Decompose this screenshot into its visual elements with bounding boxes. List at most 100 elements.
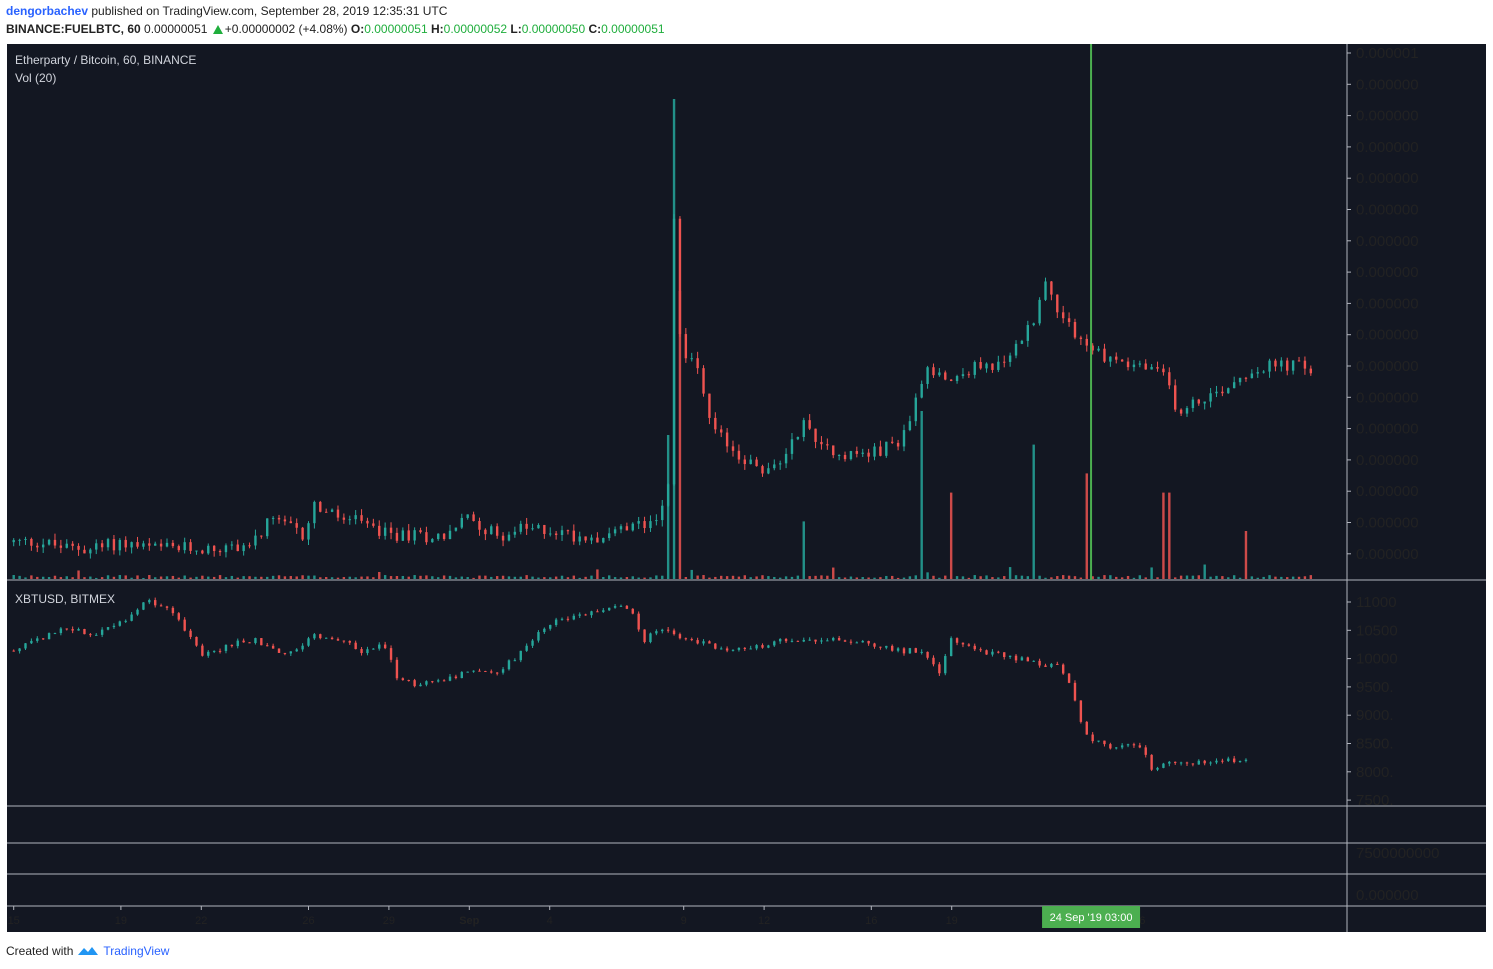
volume-bar-219 <box>1303 576 1307 579</box>
candle-body-21 <box>136 609 139 615</box>
volume-bar-156 <box>932 575 935 579</box>
candle-body-175 <box>1044 665 1047 667</box>
volume-bar-1 <box>18 575 21 579</box>
candle-body-10 <box>71 629 74 631</box>
volume-bar-107 <box>643 577 646 579</box>
candle-body-11 <box>77 629 80 631</box>
candle-body-69 <box>419 684 422 687</box>
volume-bar-76 <box>460 576 463 579</box>
volume-bar-25 <box>159 576 163 579</box>
candle-body-8 <box>59 545 63 548</box>
volume-bar-17 <box>112 576 116 579</box>
volume-bar-95 <box>572 575 576 579</box>
candle-body-1 <box>18 648 21 652</box>
volume-bar-220 <box>1309 575 1313 579</box>
candle-body-138 <box>826 640 829 642</box>
volume-bar-144 <box>861 577 864 579</box>
candle-body-35 <box>218 550 222 553</box>
candle-body-179 <box>1067 318 1071 323</box>
candle-body-30 <box>189 630 192 637</box>
volume-bar-162 <box>967 577 971 579</box>
candle-body-179 <box>1067 673 1071 683</box>
volume-bar-191 <box>1138 575 1142 579</box>
candle-body-45 <box>277 648 281 653</box>
candle-body-204 <box>1215 391 1218 394</box>
price-tick-label-2: 0.000000 <box>1356 108 1419 125</box>
candle-body-174 <box>1038 660 1041 666</box>
candle-body-161 <box>961 642 965 645</box>
price-change: +0.00000002 (+4.08%) <box>224 22 348 36</box>
volume-bar-189 <box>1126 575 1130 579</box>
candle-body-186 <box>1109 744 1112 749</box>
candle-body-115 <box>690 639 693 641</box>
volume-bar-36 <box>224 577 228 579</box>
candle-body-80 <box>484 529 487 535</box>
candle-body-58 <box>354 642 357 650</box>
pane-titles: Etherparty / Bitcoin, 60, BINANCE Vol (20… <box>15 53 196 606</box>
price-tick-label-3: 0.000000 <box>1356 139 1419 156</box>
candle-body-92 <box>554 619 558 625</box>
volume-bar-215 <box>1280 576 1283 579</box>
xbt-tick-label-4: 9000. <box>1356 707 1394 724</box>
candle-body-200 <box>1191 399 1195 409</box>
candle-body-123 <box>737 450 741 460</box>
close-label: C: <box>588 22 602 36</box>
volume-bar-171 <box>1020 575 1024 579</box>
candle-body-207 <box>1232 758 1236 763</box>
publisher-link[interactable]: dengorbachev <box>6 4 89 18</box>
price-tick-label-13: 0.000000 <box>1356 452 1419 469</box>
price-tick-label-11: 0.000000 <box>1356 389 1419 406</box>
candle-body-6 <box>47 633 51 640</box>
volume-bar-170 <box>1014 575 1018 579</box>
candle-body-161 <box>961 374 965 377</box>
candle-body-208 <box>1238 377 1242 383</box>
candle-body-73 <box>442 680 446 682</box>
candle-body-107 <box>643 521 646 529</box>
candle-body-16 <box>106 539 110 548</box>
candle-body-187 <box>1115 356 1118 360</box>
candle-body-34 <box>212 650 216 652</box>
volume-bar-216 <box>1286 577 1289 579</box>
candle-body-162 <box>967 644 971 646</box>
candle-body-164 <box>979 362 982 369</box>
candle-body-66 <box>401 678 405 681</box>
candle-body-41 <box>254 535 257 546</box>
created-with-text: Created with <box>6 944 74 958</box>
volume-bar-81 <box>490 576 493 579</box>
candle-body-147 <box>879 446 882 456</box>
volume-bar-149 <box>891 575 894 579</box>
volume-bar-41 <box>254 576 257 579</box>
candle-body-81 <box>490 671 493 673</box>
volume-bar-111 <box>666 435 670 579</box>
volume-bar-61 <box>372 577 375 579</box>
volume-bar-23 <box>148 575 151 579</box>
candle-body-169 <box>1008 655 1012 658</box>
candle-body-114 <box>684 638 688 640</box>
candle-body-92 <box>554 533 558 536</box>
candle-body-194 <box>1156 367 1159 369</box>
candle-body-93 <box>560 618 564 620</box>
candle-body-100 <box>602 538 605 543</box>
published-text: published on TradingView.com, September … <box>91 4 448 18</box>
up-arrow-icon <box>212 25 223 34</box>
candle-body-99 <box>596 611 599 613</box>
volume-bar-12 <box>83 577 86 579</box>
candle-body-13 <box>89 549 92 554</box>
candle-body-146 <box>873 643 876 647</box>
candle-body-10 <box>71 543 74 546</box>
candle-body-169 <box>1008 355 1012 362</box>
volume-bar-205 <box>1221 576 1224 579</box>
candle-body-0 <box>12 650 15 652</box>
candle-body-180 <box>1073 682 1077 701</box>
candle-body-150 <box>896 442 900 447</box>
candle-body-214 <box>1274 360 1277 367</box>
volume-bar-83 <box>501 575 505 579</box>
candle-body-98 <box>590 537 593 541</box>
volume-bar-128 <box>767 576 770 579</box>
tradingview-brand-link[interactable]: TradingView <box>103 944 170 958</box>
volume-bar-65 <box>395 575 399 579</box>
candle-body-2 <box>24 538 27 540</box>
candle-body-91 <box>549 533 552 535</box>
candle-body-68 <box>413 530 416 541</box>
